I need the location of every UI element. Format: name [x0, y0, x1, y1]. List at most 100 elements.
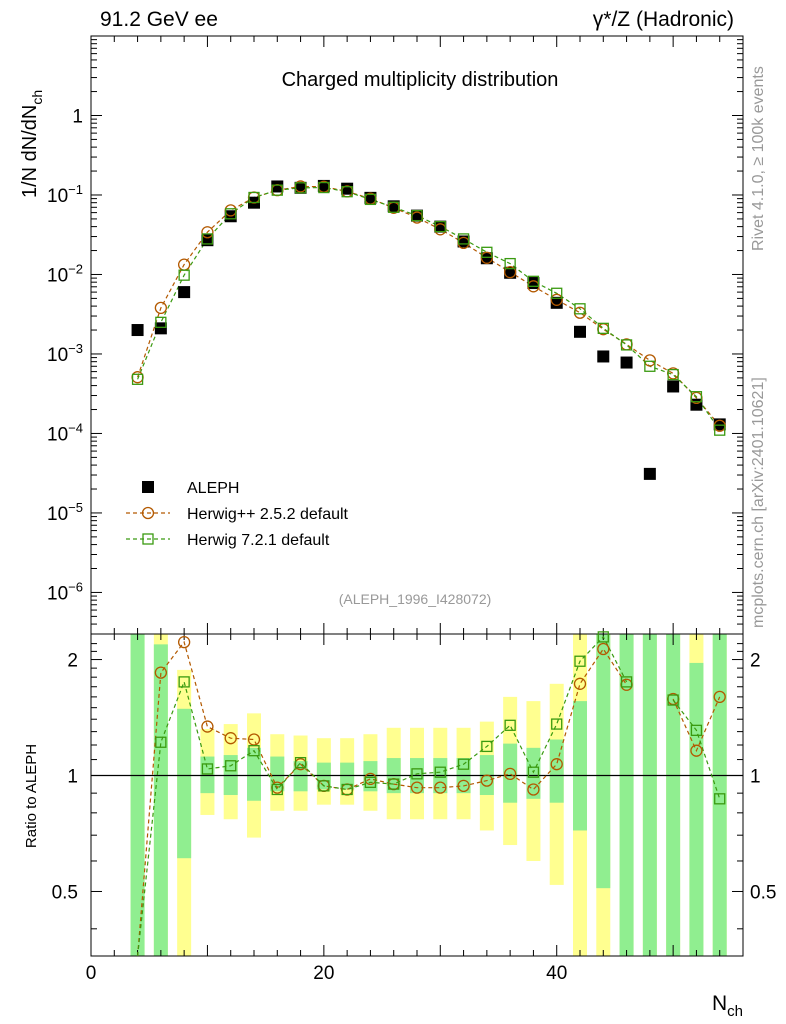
point-herwig-7-2-1-default [690, 391, 703, 403]
point-herwig-7-2-1-default [504, 257, 516, 270]
point-aleph [434, 220, 447, 233]
legend-marker-aleph [142, 481, 154, 493]
ratio-point-herwig-2-5-2-default [597, 642, 610, 656]
chart-title: Charged multiplicity distribution [282, 69, 559, 91]
point-herwig-7-2-1-default [644, 360, 656, 372]
ratio-point-herwig-2-5-2-default [713, 690, 726, 704]
band-inner [549, 739, 564, 803]
band-inner [130, 634, 145, 956]
ratio-point-herwig-7-2-1-default [620, 676, 633, 688]
ratio-point-herwig-7-2-1-default [690, 724, 703, 736]
main-y-tick-label: 10−2 [47, 261, 83, 286]
main-y-tick-label: 10−4 [47, 420, 83, 445]
point-herwig-7-2-1-default [341, 186, 353, 198]
point-herwig-7-2-1-default [597, 322, 609, 334]
ratio-point-herwig-7-2-1-default [457, 758, 470, 770]
point-herwig-7-2-1-default [364, 193, 377, 206]
point-aleph [574, 325, 586, 338]
point-herwig-2-5-2-default [131, 371, 144, 384]
band-inner [153, 644, 168, 956]
point-herwig-7-2-1-default [225, 208, 237, 220]
band-inner [689, 662, 704, 956]
legend-marker-herwig-2-5-2-default [141, 506, 155, 520]
ratio-point-herwig-7-2-1-default [248, 745, 260, 757]
point-aleph [271, 180, 284, 193]
rivet-version-label: Rivet 4.1.0, ≥ 100k events [750, 66, 767, 251]
ratio-point-herwig-2-5-2-default [434, 781, 447, 794]
ratio-point-herwig-7-2-1-default [318, 780, 330, 792]
point-herwig-7-2-1-default [481, 246, 493, 258]
x-axis-label-sub: ch [727, 1003, 743, 1020]
ratio-point-herwig-7-2-1-default [271, 783, 283, 796]
legend-label-herwig-2-5-2-default: Herwig++ 2.5.2 default [187, 506, 349, 523]
point-aleph [178, 286, 191, 299]
ratio-point-herwig-2-5-2-default [690, 744, 703, 757]
ratio-point-herwig-7-2-1-default [225, 760, 237, 772]
main-y-tick-label: 1 [72, 106, 83, 127]
point-herwig-7-2-1-default [574, 303, 586, 315]
ratio-point-herwig-7-2-1-default [341, 783, 353, 796]
x-tick-label: 0 [86, 963, 97, 984]
ratio-y-tick-label-right: 2 [750, 651, 761, 672]
ratio-point-herwig-2-5-2-default [154, 666, 168, 679]
band-inner [642, 634, 657, 956]
ratio-point-herwig-2-5-2-default [177, 635, 191, 649]
band-inner [619, 634, 634, 956]
ratio-point-herwig-2-5-2-default [550, 758, 563, 771]
ratio-point-herwig-7-2-1-default [364, 776, 377, 788]
point-aleph [341, 182, 354, 195]
svg-text:1/N dN/dNch: 1/N dN/dNch [19, 90, 45, 198]
ratio-point-herwig-7-2-1-default [294, 756, 307, 769]
point-aleph [597, 350, 610, 363]
legend-label-aleph: ALEPH [187, 480, 239, 497]
main-ylabel-sub: ch [29, 90, 45, 105]
point-herwig-2-5-2-default [154, 301, 168, 315]
point-herwig-7-2-1-default [248, 191, 260, 204]
header-right: γ*/Z (Hadronic) [592, 8, 734, 31]
point-herwig-7-2-1-default [318, 181, 330, 194]
ratio-point-herwig-7-2-1-default [481, 740, 493, 753]
ratio-point-herwig-7-2-1-default [597, 631, 609, 643]
point-herwig-7-2-1-default [667, 368, 679, 381]
point-herwig-7-2-1-default [178, 269, 190, 281]
x-tick-label: 20 [313, 963, 334, 984]
point-aleph [620, 356, 633, 369]
point-herwig-7-2-1-default [714, 424, 726, 436]
ratio-point-herwig-7-2-1-default [574, 655, 586, 667]
ratio-line-herwig-7-2-1-default [137, 635, 628, 957]
ratio-ylabel: Ratio to ALEPH [23, 744, 40, 848]
legend-marker-herwig-7-2-1-default [142, 533, 154, 545]
legend: ALEPH Herwig++ 2.5.2 default Herwig 7.2.1 … [126, 480, 349, 549]
line-herwig-7-2-1-default [137, 186, 721, 431]
point-herwig-7-2-1-default [294, 182, 307, 194]
x-axis-label-text: N [712, 992, 727, 1015]
point-aleph [667, 380, 680, 393]
axis-labels: Charged multiplicity distribution (ALEPH… [19, 69, 743, 1020]
line-herwig-2-5-2-default [137, 185, 721, 427]
ratio-line-herwig-2-5-2-default [137, 640, 628, 957]
main-y-tick-label: 10−1 [47, 182, 83, 207]
legend-label-herwig-7-2-1-default: Herwig 7.2.1 default [187, 532, 330, 549]
point-herwig-7-2-1-default [434, 220, 446, 233]
ratio-point-herwig-7-2-1-default [388, 778, 400, 790]
point-herwig-7-2-1-default [271, 184, 283, 196]
point-aleph [154, 322, 167, 335]
point-herwig-7-2-1-default [155, 316, 167, 328]
point-aleph [504, 266, 517, 279]
x-axis-label: Nch [712, 992, 743, 1020]
ratio-line-herwig-2-5-2-default [672, 696, 721, 753]
point-aleph [550, 296, 563, 309]
ratio-line-herwig-7-2-1-default [672, 699, 721, 799]
ratio-point-herwig-2-5-2-default [480, 774, 494, 787]
ratio-uncertainty-bands [130, 634, 727, 956]
data-markers [131, 179, 726, 805]
analysis-tag: (ALEPH_1996_I428072) [339, 591, 492, 607]
point-herwig-2-5-2-default [503, 265, 517, 279]
ratio-point-herwig-7-2-1-default [178, 676, 190, 688]
ratio-y-tick-label-left: 1 [67, 767, 78, 788]
ratio-point-herwig-7-2-1-default [411, 768, 423, 780]
point-aleph [643, 467, 656, 480]
x-tick-label: 40 [546, 963, 567, 984]
ratio-point-herwig-7-2-1-default [551, 718, 563, 730]
main-y-tick-label: 10−3 [47, 341, 83, 366]
